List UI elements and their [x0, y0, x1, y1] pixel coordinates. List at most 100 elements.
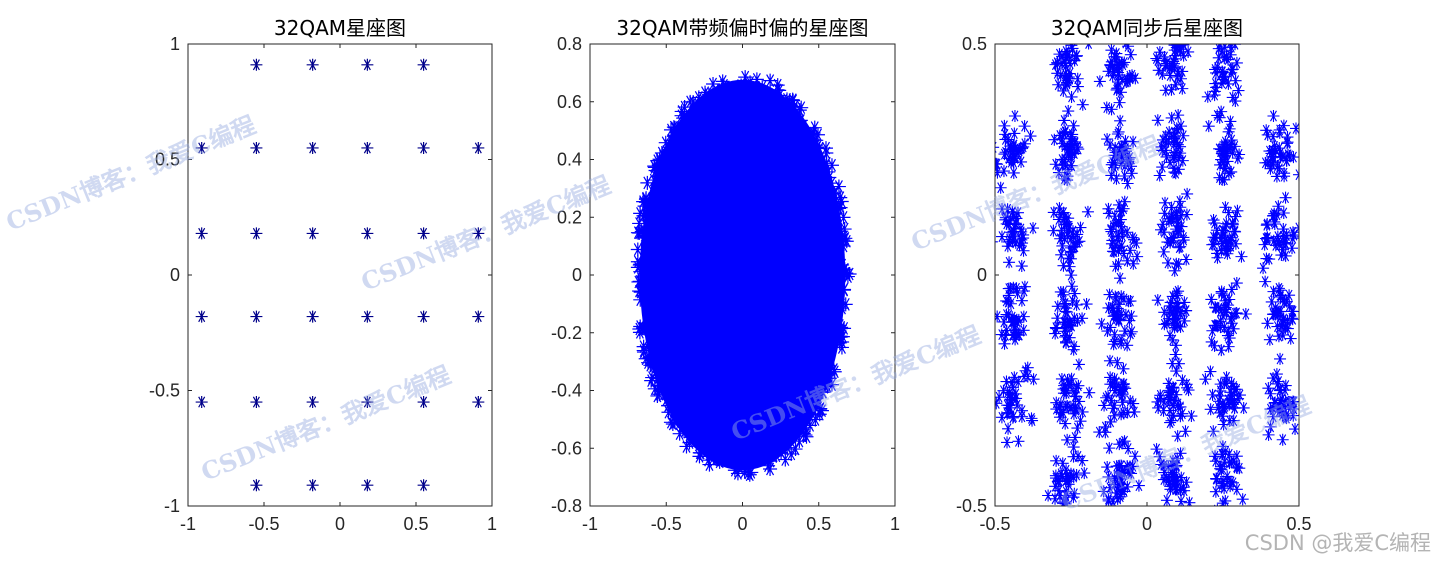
y-tick-label: 0.6 — [557, 92, 582, 112]
data-point — [1273, 404, 1286, 417]
data-point — [1027, 222, 1040, 235]
data-point — [1117, 378, 1130, 391]
data-point — [1112, 230, 1125, 243]
data-point — [1008, 221, 1021, 234]
data-point — [1056, 50, 1069, 63]
data-point — [1271, 159, 1284, 172]
data-point — [1283, 289, 1296, 302]
edge-point — [824, 158, 839, 173]
data-point — [1162, 135, 1175, 148]
data-point — [1218, 52, 1231, 65]
data-point — [1121, 254, 1134, 267]
data-point — [1108, 372, 1121, 385]
data-point — [1175, 120, 1188, 133]
data-point — [1156, 67, 1169, 80]
data-point — [1049, 158, 1062, 171]
data-point — [1053, 202, 1066, 215]
data-point — [1214, 158, 1227, 171]
edge-point — [755, 80, 770, 95]
edge-point — [638, 351, 653, 366]
data-point — [1017, 232, 1030, 245]
data-point — [1012, 329, 1025, 342]
data-point — [1115, 205, 1128, 218]
data-point — [1065, 378, 1078, 391]
data-point — [1008, 152, 1021, 165]
data-point — [1273, 123, 1286, 136]
data-point — [1167, 478, 1180, 491]
data-point — [1231, 204, 1244, 217]
data-point — [1274, 289, 1287, 302]
data-point — [1071, 314, 1084, 327]
data-point — [1113, 438, 1126, 451]
data-point — [1158, 466, 1171, 479]
edge-point — [632, 216, 647, 231]
data-point — [1277, 119, 1290, 132]
data-point — [1063, 222, 1076, 235]
data-point — [1221, 155, 1234, 168]
data-point — [1162, 377, 1175, 390]
y-tick-label: 0 — [572, 265, 582, 285]
data-point — [1012, 435, 1025, 448]
data-point — [1050, 396, 1063, 409]
data-point — [1116, 478, 1129, 491]
data-point — [1163, 304, 1176, 317]
data-point — [1060, 400, 1072, 413]
edge-point — [833, 190, 848, 205]
data-point — [1231, 461, 1244, 474]
data-point — [1004, 282, 1017, 295]
edge-point — [827, 364, 842, 379]
data-point — [1153, 46, 1166, 59]
data-point — [1026, 414, 1039, 427]
symbol-cluster — [1262, 352, 1299, 446]
x-tick-label: -0.5 — [979, 514, 1010, 534]
data-point — [1059, 335, 1072, 348]
data-point — [1000, 308, 1013, 321]
data-point — [1172, 224, 1185, 237]
data-point — [1080, 298, 1093, 311]
data-point — [1056, 457, 1069, 470]
data-point — [1063, 67, 1076, 80]
data-point — [1126, 231, 1139, 244]
edge-point — [749, 72, 764, 87]
data-point — [1065, 467, 1077, 480]
data-point — [1218, 138, 1231, 151]
data-point — [1172, 163, 1185, 176]
data-point — [1210, 224, 1223, 237]
edge-point — [674, 121, 689, 136]
edge-point — [765, 448, 780, 463]
data-point — [1168, 132, 1181, 145]
data-point — [1109, 146, 1122, 159]
data-point — [1060, 306, 1073, 319]
data-point — [1013, 239, 1026, 252]
data-point — [1081, 205, 1094, 218]
data-point — [1025, 412, 1038, 425]
data-point — [1230, 56, 1243, 69]
data-point — [1053, 484, 1066, 497]
edge-point — [642, 350, 657, 365]
data-point — [1214, 321, 1227, 334]
data-point — [1277, 230, 1290, 243]
data-point — [1178, 314, 1191, 327]
data-point — [1235, 250, 1248, 263]
edge-point — [726, 454, 741, 469]
data-point — [1213, 395, 1226, 408]
data-point — [1065, 138, 1078, 151]
data-point — [1083, 386, 1096, 399]
data-point — [1053, 489, 1066, 502]
data-point — [417, 396, 430, 409]
data-point — [1005, 376, 1018, 389]
data-point — [1171, 216, 1184, 229]
edge-point — [692, 445, 707, 460]
data-point — [1279, 384, 1292, 397]
edge-point — [805, 126, 820, 141]
symbol-cluster — [1048, 114, 1085, 187]
data-point — [1116, 73, 1129, 86]
data-point — [1228, 140, 1241, 153]
data-point — [1229, 210, 1242, 223]
data-point — [1118, 325, 1131, 338]
edge-point — [723, 83, 738, 98]
data-point — [1006, 381, 1019, 394]
edge-point — [643, 358, 658, 373]
data-point — [1058, 172, 1071, 185]
data-point — [1210, 66, 1223, 79]
